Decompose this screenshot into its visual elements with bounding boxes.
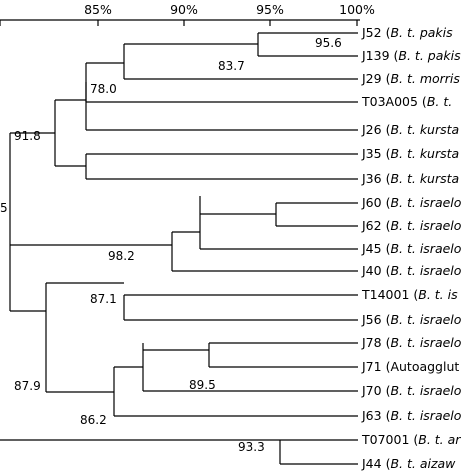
leaf-serovar: B. t. israelo: [390, 408, 461, 423]
leaf-label-j63: J63 (B. t. israelo: [361, 408, 462, 423]
leaf-id: J78 (: [361, 335, 390, 350]
leaf-label-j40: J40 (B. t. israelo: [361, 263, 462, 278]
leaf-serovar: B. t. israelo: [390, 195, 461, 210]
leaf-label-j44: J44 (B. t. aizaw: [361, 456, 456, 471]
leaf-label-j139: J139 (B. t. pakis: [361, 48, 461, 63]
leaf-label-t14001: T14001 (B. t. is: [361, 287, 458, 302]
leaf-id: J70 (: [361, 383, 390, 398]
leaf-label-j35: J35 (B. t. kursta: [361, 146, 459, 161]
leaf-serovar: B. t. is: [418, 287, 458, 302]
leaf-label-j36: J36 (B. t. kursta: [361, 171, 459, 186]
leaf-id: T14001 (: [361, 287, 418, 302]
leaf-id: J62 (: [361, 218, 390, 233]
node-value-918: 91.8: [14, 129, 41, 143]
leaf-label-j62: J62 (B. t. israelo: [361, 218, 462, 233]
node-value-933: 93.3: [238, 440, 265, 454]
leaf-serovar: B. t. pakis: [390, 25, 453, 40]
similarity-scale: 085%90%95%100%: [0, 2, 375, 26]
leaf-serovar: B. t. israelo: [390, 312, 461, 327]
leaf-serovar: B. t. morris: [390, 71, 460, 86]
leaf-id: J139 (: [361, 48, 398, 63]
leaf-serovar: B. t. kursta: [390, 122, 459, 137]
node-value-879: 87.9: [14, 379, 41, 393]
leaf-label-j52: J52 (B. t. pakis: [361, 25, 453, 40]
leaf-id: T03A005 (: [361, 94, 427, 109]
leaf-id: J29 (: [361, 71, 390, 86]
node-value-780: 78.0: [90, 82, 117, 96]
leaf-label-j26: J26 (B. t. kursta: [361, 122, 459, 137]
leaf-id: J60 (: [361, 195, 390, 210]
leaf-serovar: B. t.: [427, 94, 452, 109]
leaf-label-j71: J71 (Autoagglut: [361, 359, 459, 374]
leaf-id: J35 (: [361, 146, 390, 161]
node-value-895: 89.5: [189, 378, 216, 392]
node-value-982: 98.2: [108, 249, 135, 263]
leaf-label-j78: J78 (B. t. israelo: [361, 335, 462, 350]
leaf-id: T07001 (: [361, 432, 418, 447]
scale-tick-label: 85%: [84, 2, 112, 17]
leaf-id: J56 (: [361, 312, 390, 327]
leaf-label-j29: J29 (B. t. morris: [361, 71, 460, 86]
leaf-label-j70: J70 (B. t. israelo: [361, 383, 462, 398]
leaf-serovar: B. t. pakis: [398, 48, 461, 63]
leaf-id: J40 (: [361, 263, 390, 278]
leaf-id: J63 (: [361, 408, 390, 423]
leaf-label-j60: J60 (B. t. israelo: [361, 195, 462, 210]
node-value-root: 5: [0, 201, 8, 215]
leaf-label-t03a005: T03A005 (B. t.: [361, 94, 452, 109]
leaf-id: J52 (: [361, 25, 390, 40]
leaf-serovar: B. t. israelo: [390, 263, 461, 278]
scale-tick-label: 95%: [256, 2, 284, 17]
leaf-label-t07001: T07001 (B. t. ar: [361, 432, 461, 447]
leaf-serovar: B. t. ar: [418, 432, 461, 447]
leaf-id: J26 (: [361, 122, 390, 137]
leaf-id: J36 (: [361, 171, 390, 186]
scale-tick-label: 90%: [170, 2, 198, 17]
leaf-serovar: B. t. israelo: [390, 218, 461, 233]
leaf-id: J71 (Autoagglut: [361, 359, 459, 374]
node-value-862: 86.2: [80, 413, 107, 427]
leaf-serovar: B. t. kursta: [390, 146, 459, 161]
node-value-871: 87.1: [90, 292, 117, 306]
leaf-serovar: B. t. israelo: [390, 335, 461, 350]
leaf-serovar: B. t. israelo: [390, 241, 461, 256]
leaf-label-j56: J56 (B. t. israelo: [361, 312, 462, 327]
scale-tick-label: 100%: [339, 2, 375, 17]
node-values: 95.6 83.7 78.0 91.8 5 98.2 87.1 89.5 87.9 86.2 93.…: [0, 36, 342, 454]
tree-branches: [0, 32, 358, 465]
leaf-serovar: B. t. aizaw: [390, 456, 456, 471]
leaf-serovar: B. t. kursta: [390, 171, 459, 186]
leaf-label-j45: J45 (B. t. israelo: [361, 241, 462, 256]
node-value-956: 95.6: [315, 36, 342, 50]
leaf-serovar: B. t. israelo: [390, 383, 461, 398]
node-value-837: 83.7: [218, 59, 245, 73]
leaf-id: J44 (: [361, 456, 390, 471]
leaf-id: J45 (: [361, 241, 390, 256]
